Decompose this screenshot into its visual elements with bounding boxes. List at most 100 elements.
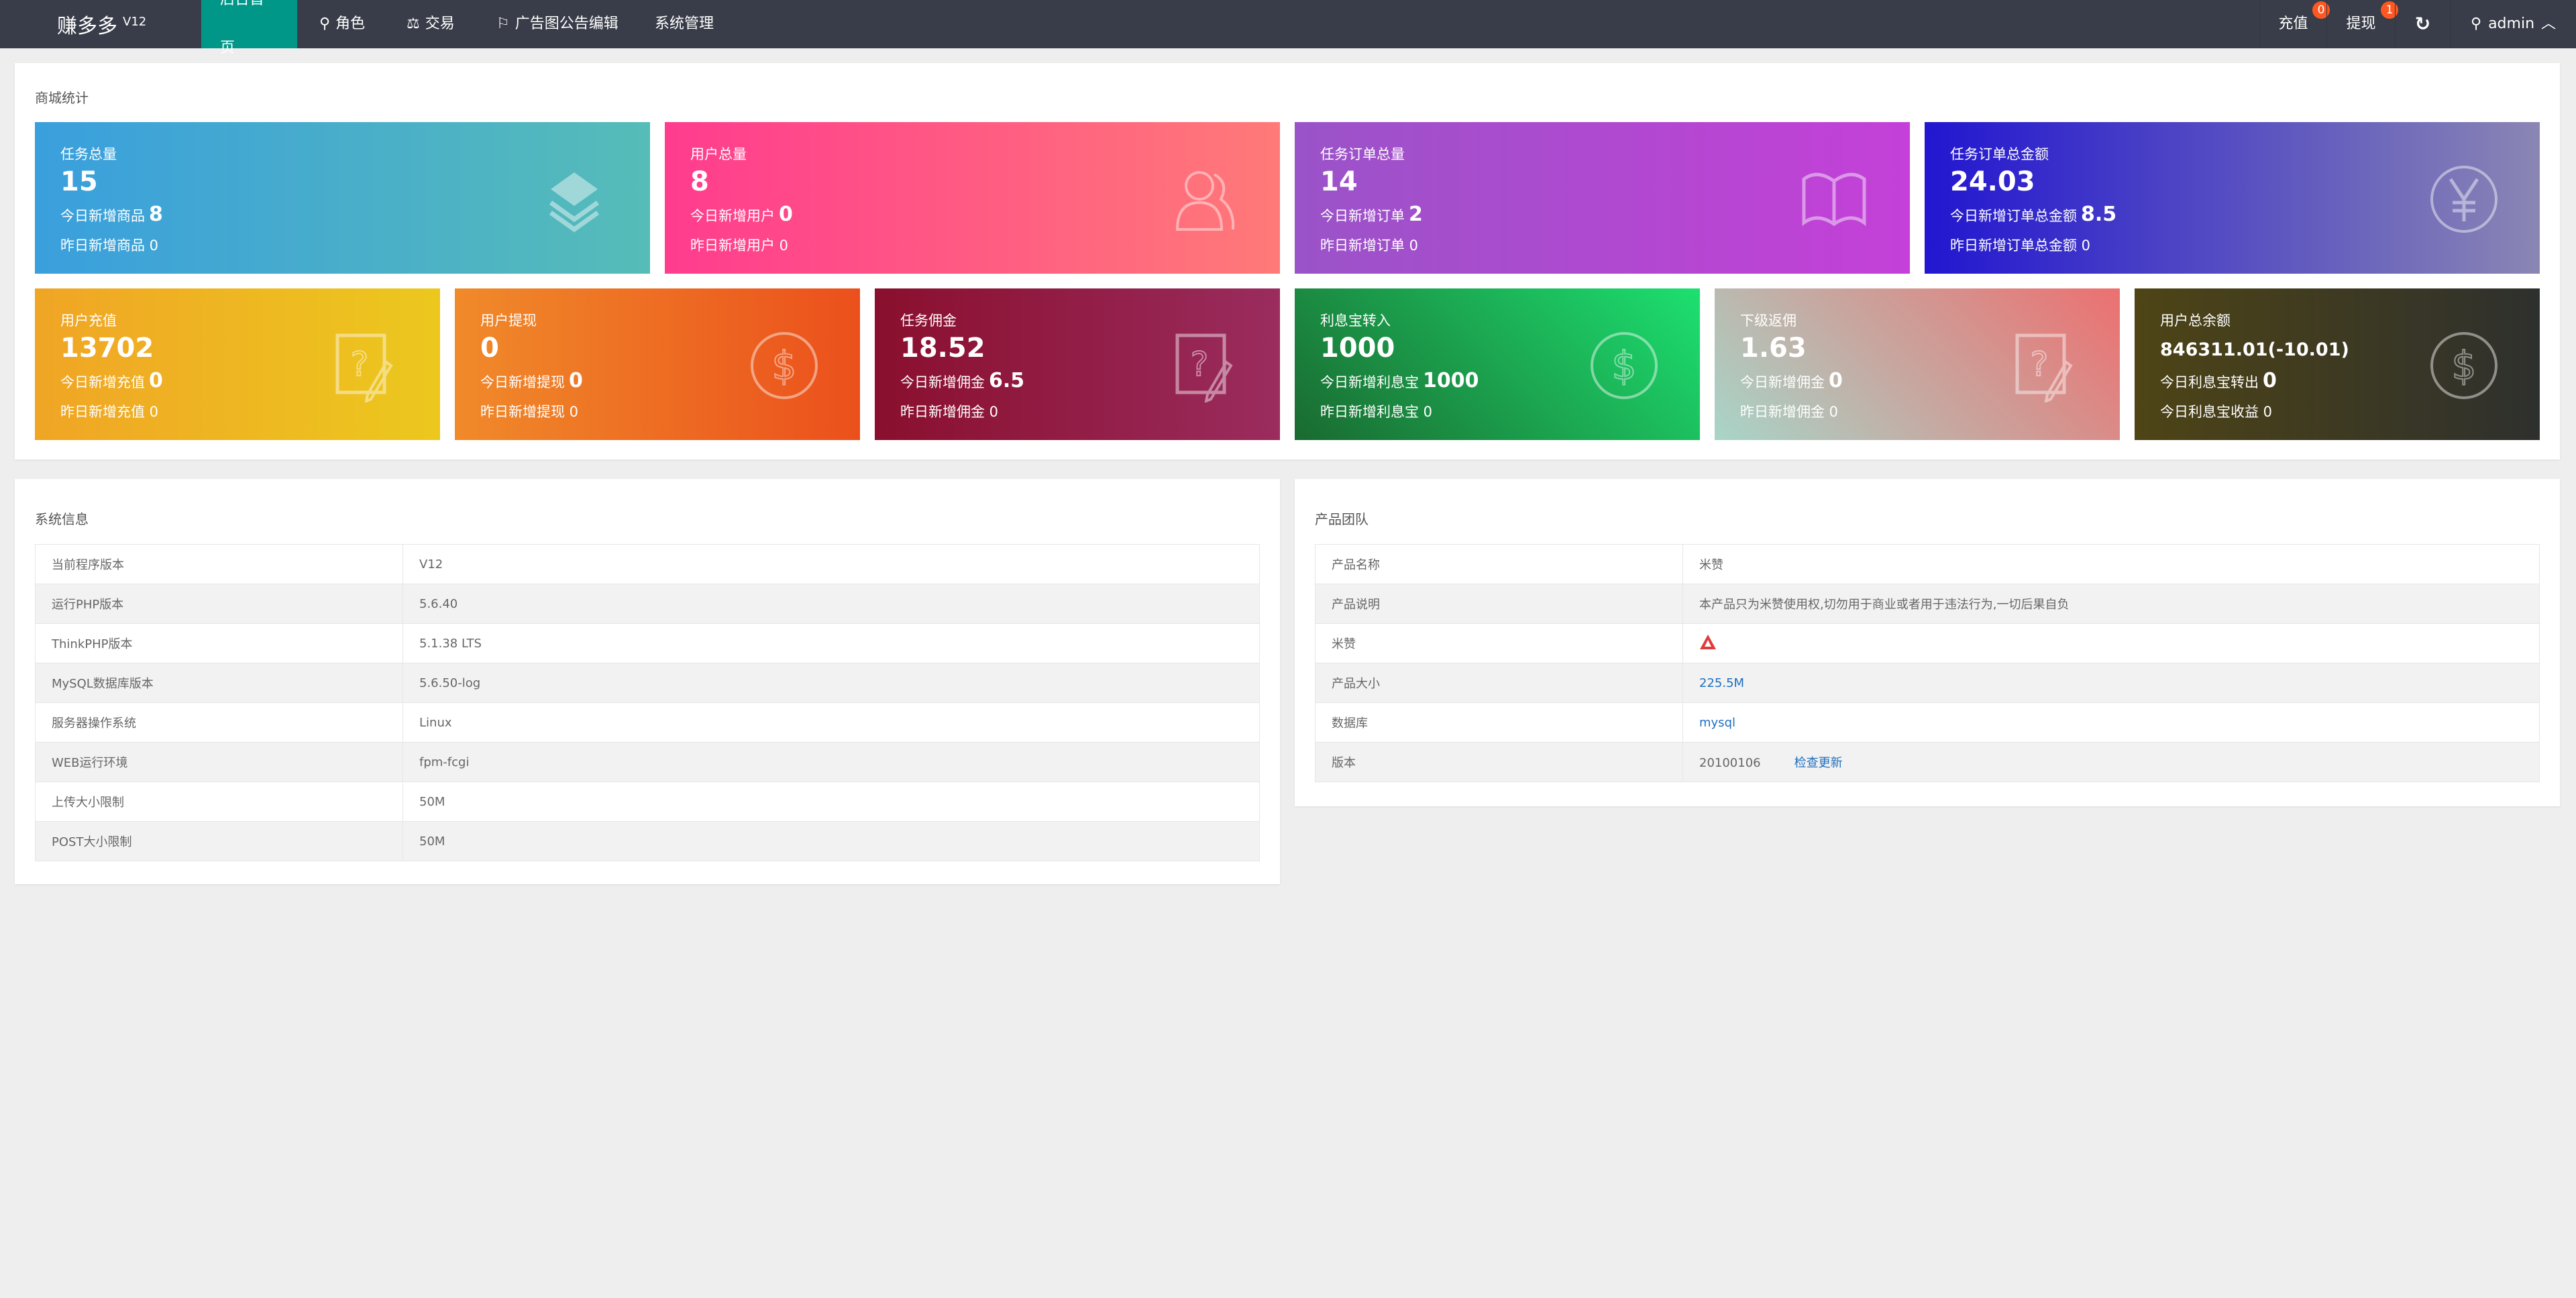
table-row: 产品名称 米赞	[1315, 544, 2540, 584]
refresh-icon[interactable]: ↻	[2395, 0, 2450, 48]
card-yesterday: 今日利息宝收益 0	[2160, 404, 2273, 420]
today-label: 今日新增用户	[690, 208, 775, 224]
row-value: 20100106 检查更新	[1682, 742, 2540, 782]
today-value: 8.5	[2081, 203, 2117, 226]
card-today: 今日新增佣金 6.5	[900, 369, 1024, 392]
svg-text:$: $	[772, 343, 797, 388]
row-value: 米赞	[1682, 544, 2540, 584]
stat-card: 下级返佣 1.63 今日新增佣金 0 昨日新增佣金 0 ?	[1715, 288, 2120, 440]
row-value: 本产品只为米赞使用权,切勿用于商业或者用于违法行为,一切后果自负	[1682, 584, 2540, 624]
today-label: 今日新增佣金	[1740, 374, 1825, 390]
today-label: 今日新增订单	[1320, 208, 1405, 224]
dollar-icon: $	[1591, 332, 1658, 399]
row-value: 5.6.50-log	[402, 663, 1260, 703]
row-value: V12	[402, 544, 1260, 584]
user-menu[interactable]: ⚲ admin ︿	[2450, 0, 2576, 48]
row-label: MySQL数据库版本	[35, 663, 403, 703]
row-label: 产品说明	[1315, 584, 1683, 624]
card-yesterday: 昨日新增订单 0	[1320, 237, 1419, 254]
username: admin	[2488, 15, 2535, 32]
card-title: 任务订单总量	[1320, 146, 1405, 162]
today-label: 今日新增提现	[480, 374, 565, 390]
card-value: 13702	[60, 333, 154, 364]
row-label: ThinkPHP版本	[35, 623, 403, 663]
book-icon	[1802, 172, 1866, 227]
card-value: 15	[60, 166, 98, 197]
today-label: 今日利息宝转出	[2160, 374, 2259, 390]
row-label: 版本	[1315, 742, 1683, 782]
svg-text:?: ?	[2031, 345, 2049, 384]
logo[interactable]: 赚多多 V12	[57, 9, 146, 39]
nav-ads[interactable]: ⚐ 广告图公告编辑	[478, 0, 637, 48]
check-update-link[interactable]: 检查更新	[1794, 756, 1843, 770]
today-value: 6.5	[989, 369, 1025, 392]
card-yesterday: 昨日新增佣金 0	[1740, 404, 1839, 420]
row-label: 米赞	[1315, 623, 1683, 663]
card-title: 用户总余额	[2160, 313, 2231, 329]
svg-text:?: ?	[351, 345, 369, 384]
row-value[interactable]: mysql	[1682, 702, 2540, 743]
table-row: 运行PHP版本 5.6.40	[35, 584, 1260, 624]
card-value: 14	[1320, 166, 1358, 197]
svg-text:$: $	[2452, 343, 2477, 388]
today-value: 0	[1829, 369, 1843, 392]
card-today: 今日新增用户 0	[690, 203, 793, 226]
panel-title: 商城统计	[35, 90, 89, 106]
card-value: 1000	[1320, 333, 1395, 364]
row-value: 50M	[402, 821, 1260, 861]
layers-icon	[549, 172, 600, 233]
row-label: WEB运行环境	[35, 742, 403, 782]
table-row: WEB运行环境 fpm-fcgi	[35, 742, 1260, 782]
card-value: 1.63	[1740, 333, 1807, 364]
row-label: 运行PHP版本	[35, 584, 403, 624]
dollar-icon: $	[2430, 332, 2498, 399]
table-row: 当前程序版本 V12	[35, 544, 1260, 584]
card-today: 今日新增提现 0	[480, 369, 583, 392]
row-label: 产品名称	[1315, 544, 1683, 584]
table-row: ThinkPHP版本 5.1.38 LTS	[35, 623, 1260, 663]
row-value: Linux	[402, 702, 1260, 743]
today-value: 8	[149, 203, 163, 226]
today-value: 2	[1409, 203, 1423, 226]
table-row: MySQL数据库版本 5.6.50-log	[35, 663, 1260, 703]
scale-icon: ⚖	[407, 15, 420, 32]
stat-card: 任务订单总量 14 今日新增订单 2 昨日新增订单 0	[1295, 122, 1910, 274]
recharge-button[interactable]: 充值 0	[2259, 0, 2330, 48]
withdraw-button[interactable]: 提现 1	[2326, 0, 2398, 48]
card-title: 任务总量	[60, 146, 117, 162]
note-question-icon: ?	[335, 333, 393, 402]
today-label: 今日新增利息宝	[1320, 374, 1419, 390]
stat-card: 用户充值 13702 今日新增充值 0 昨日新增充值 0 ?	[35, 288, 440, 440]
today-value: 0	[779, 203, 793, 226]
table-row: 米赞	[1315, 623, 2540, 663]
chevron-up-icon: ︿	[2541, 15, 2557, 32]
panel-title: 产品团队	[1315, 511, 1368, 527]
row-label: 产品大小	[1315, 663, 1683, 703]
nav-role[interactable]: ⚲ 角色	[301, 0, 384, 48]
row-value: fpm-fcgi	[402, 742, 1260, 782]
card-yesterday: 昨日新增佣金 0	[900, 404, 999, 420]
nav-label: 交易	[425, 15, 455, 32]
user-icon: ⚲	[319, 15, 331, 32]
flag-icon: ⚐	[496, 15, 510, 32]
card-value: 18.52	[900, 333, 985, 364]
stat-card: 任务订单总金额 24.03 今日新增订单总金额 8.5 昨日新增订单总金额 0	[1925, 122, 2540, 274]
nav-system[interactable]: 系统管理	[636, 0, 733, 48]
stat-card: 利息宝转入 1000 今日新增利息宝 1000 昨日新增利息宝 0 $	[1295, 288, 1700, 440]
card-yesterday: 昨日新增用户 0	[690, 237, 789, 254]
table-row: 版本 20100106 检查更新	[1315, 742, 2540, 782]
card-yesterday: 昨日新增利息宝 0	[1320, 404, 1433, 420]
nav-home[interactable]: 后台首页	[201, 0, 297, 56]
row-label: 当前程序版本	[35, 544, 403, 584]
card-today: 今日新增充值 0	[60, 369, 163, 392]
card-yesterday: 昨日新增商品 0	[60, 237, 159, 254]
panel-title: 系统信息	[35, 511, 89, 527]
nav-trade[interactable]: ⚖ 交易	[388, 0, 474, 48]
today-label: 今日新增充值	[60, 374, 145, 390]
card-yesterday: 昨日新增提现 0	[480, 404, 579, 420]
svg-text:$: $	[1612, 343, 1637, 388]
stat-card: 用户提现 0 今日新增提现 0 昨日新增提现 0 $	[455, 288, 860, 440]
today-value: 0	[149, 369, 163, 392]
row-value[interactable]: 225.5M	[1682, 663, 2540, 703]
